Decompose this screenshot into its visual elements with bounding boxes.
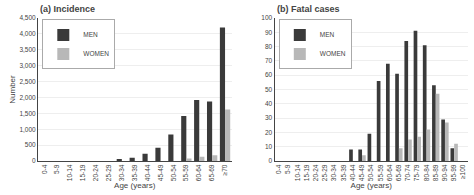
svg-text:35-39: 35-39 bbox=[340, 164, 347, 181]
svg-text:30-34: 30-34 bbox=[331, 164, 338, 181]
svg-text:2,000: 2,000 bbox=[19, 94, 36, 101]
svg-text:20-24: 20-24 bbox=[312, 164, 319, 181]
svg-text:60: 60 bbox=[265, 71, 273, 78]
svg-text:Age (years): Age (years) bbox=[114, 181, 156, 190]
svg-text:(b) Fatal cases: (b) Fatal cases bbox=[277, 4, 340, 14]
svg-text:4,000: 4,000 bbox=[19, 30, 36, 37]
svg-text:0: 0 bbox=[269, 157, 273, 164]
svg-text:WOMEN: WOMEN bbox=[320, 50, 346, 57]
svg-text:25-29: 25-29 bbox=[321, 164, 328, 181]
svg-text:60-64: 60-64 bbox=[386, 164, 393, 181]
svg-text:30: 30 bbox=[265, 114, 273, 121]
svg-text:50: 50 bbox=[265, 86, 273, 93]
svg-text:10-14: 10-14 bbox=[294, 164, 301, 181]
svg-text:15-19: 15-19 bbox=[79, 164, 86, 181]
svg-text:5-9: 5-9 bbox=[284, 164, 291, 174]
svg-text:MEN: MEN bbox=[83, 31, 98, 38]
svg-text:70-74: 70-74 bbox=[404, 164, 411, 181]
svg-text:≥70: ≥70 bbox=[221, 164, 228, 175]
svg-text:1,000: 1,000 bbox=[19, 125, 36, 132]
svg-text:35-39: 35-39 bbox=[131, 164, 138, 181]
svg-text:90: 90 bbox=[265, 29, 273, 36]
svg-text:5-9: 5-9 bbox=[53, 164, 60, 174]
svg-text:65-69: 65-69 bbox=[208, 164, 215, 181]
svg-text:Age (years): Age (years) bbox=[351, 181, 393, 190]
svg-text:75-79: 75-79 bbox=[413, 164, 420, 181]
svg-text:95-99: 95-99 bbox=[450, 164, 457, 181]
svg-text:20: 20 bbox=[265, 129, 273, 136]
svg-text:50-54: 50-54 bbox=[170, 164, 177, 181]
svg-text:45-49: 45-49 bbox=[358, 164, 365, 181]
svg-text:WOMEN: WOMEN bbox=[83, 50, 109, 57]
svg-text:30-34: 30-34 bbox=[118, 164, 125, 181]
svg-text:500: 500 bbox=[25, 141, 36, 148]
svg-text:10: 10 bbox=[265, 143, 273, 150]
svg-text:45-49: 45-49 bbox=[157, 164, 164, 181]
svg-text:40-44: 40-44 bbox=[144, 164, 151, 181]
svg-text:80-84: 80-84 bbox=[423, 164, 430, 181]
svg-text:70: 70 bbox=[265, 57, 273, 64]
svg-text:≥100: ≥100 bbox=[460, 164, 467, 179]
svg-text:MEN: MEN bbox=[320, 31, 335, 38]
svg-text:1,500: 1,500 bbox=[19, 110, 36, 117]
svg-text:80: 80 bbox=[265, 43, 273, 50]
svg-text:0: 0 bbox=[32, 157, 36, 164]
svg-text:55-59: 55-59 bbox=[377, 164, 384, 181]
svg-text:3,000: 3,000 bbox=[19, 62, 36, 69]
svg-text:10-14: 10-14 bbox=[66, 164, 73, 181]
svg-text:40-44: 40-44 bbox=[349, 164, 356, 181]
svg-text:85-89: 85-89 bbox=[432, 164, 439, 181]
svg-text:(a) Incidence: (a) Incidence bbox=[40, 4, 95, 14]
svg-text:50-54: 50-54 bbox=[367, 164, 374, 181]
svg-text:20-24: 20-24 bbox=[92, 164, 99, 181]
svg-text:60-64: 60-64 bbox=[195, 164, 202, 181]
svg-text:25-29: 25-29 bbox=[105, 164, 112, 181]
svg-text:0-4: 0-4 bbox=[275, 164, 282, 174]
svg-text:15-19: 15-19 bbox=[303, 164, 310, 181]
svg-text:100: 100 bbox=[261, 14, 272, 21]
svg-text:55-59: 55-59 bbox=[182, 164, 189, 181]
svg-text:Number: Number bbox=[8, 75, 17, 104]
svg-text:3,500: 3,500 bbox=[19, 46, 36, 53]
svg-text:65-69: 65-69 bbox=[395, 164, 402, 181]
svg-text:90-94: 90-94 bbox=[441, 164, 448, 181]
svg-text:40: 40 bbox=[265, 100, 273, 107]
svg-text:4,500: 4,500 bbox=[19, 14, 36, 21]
svg-text:2,500: 2,500 bbox=[19, 78, 36, 85]
svg-text:0-4: 0-4 bbox=[41, 164, 48, 174]
